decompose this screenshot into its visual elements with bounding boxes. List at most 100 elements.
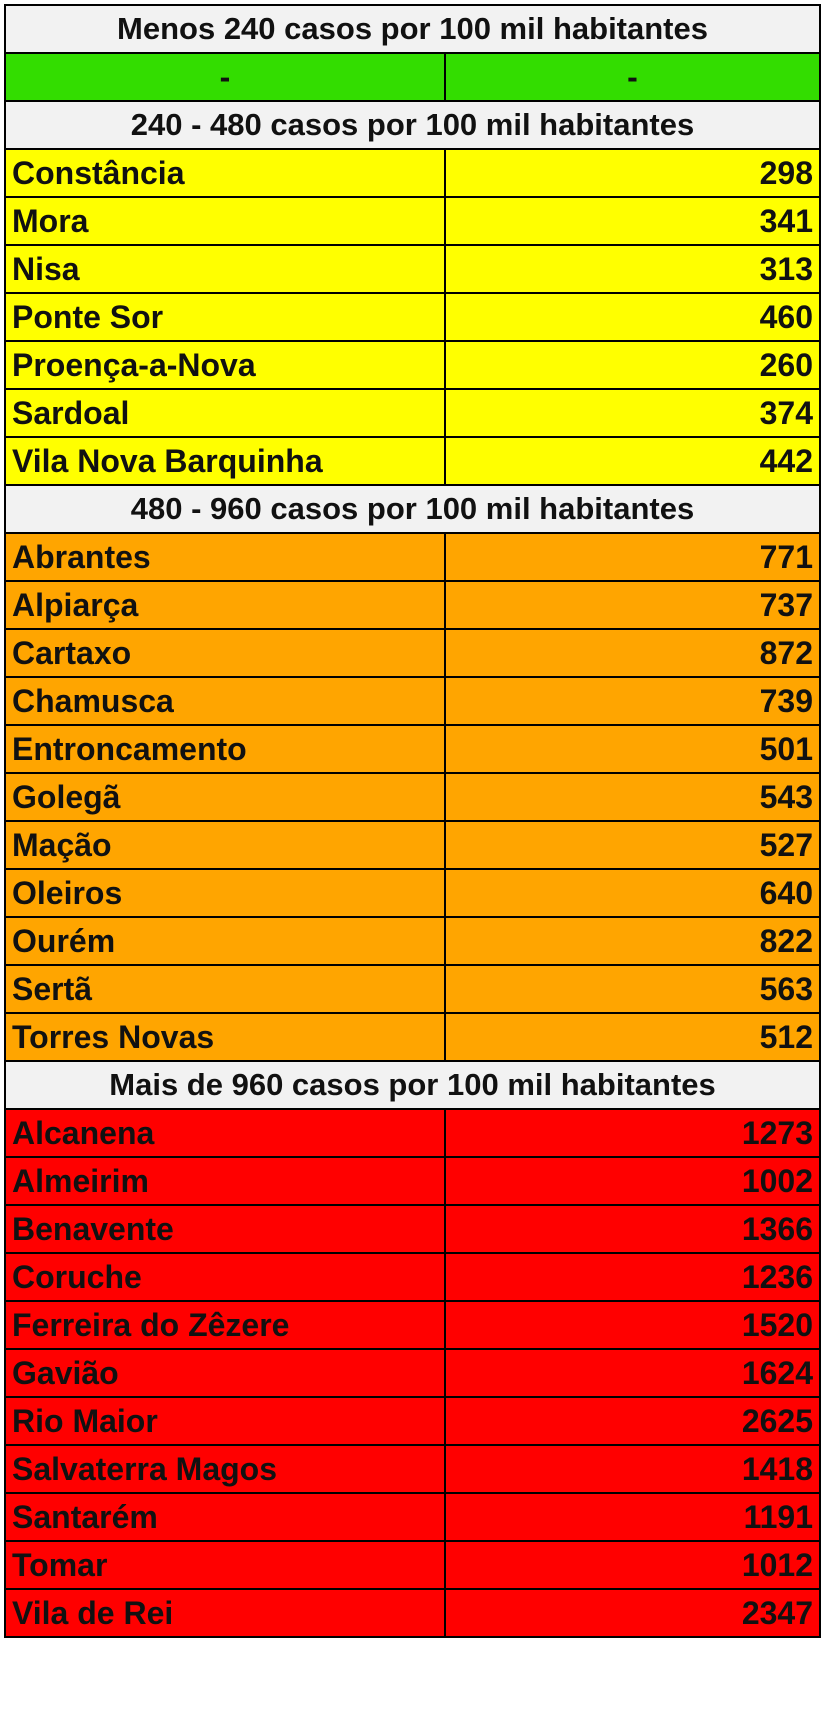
case-count: 1002 (443, 1156, 822, 1206)
table-row: Ponte Sor 460 (4, 292, 822, 342)
group-header-row: Mais de 960 casos por 100 mil habitantes (3, 1060, 822, 1110)
table-row: Cartaxo 872 (4, 628, 822, 678)
case-count: 737 (443, 580, 822, 630)
table-row: Gavião 1624 (4, 1348, 822, 1398)
table-row: Chamusca 739 (4, 676, 822, 726)
case-count: 822 (443, 916, 822, 966)
municipality-name: Sardoal (4, 388, 446, 438)
table-row: Alpiarça 737 (4, 580, 822, 630)
case-count: 442 (443, 436, 822, 486)
municipality-name: Alpiarça (4, 580, 446, 630)
municipality-name: Alcanena (4, 1108, 446, 1158)
case-count: 1236 (443, 1252, 822, 1302)
table-row: Entroncamento 501 (4, 724, 822, 774)
case-count: 460 (443, 292, 822, 342)
case-count: 512 (443, 1012, 822, 1062)
table-row: Constância 298 (4, 148, 822, 198)
case-count: - (443, 52, 822, 102)
table-row: Abrantes 771 (4, 532, 822, 582)
table-row: Santarém 1191 (4, 1492, 822, 1542)
table-row: Almeirim 1002 (4, 1156, 822, 1206)
municipality-name: Tomar (4, 1540, 446, 1590)
municipality-name: Torres Novas (4, 1012, 446, 1062)
municipality-name: - (4, 52, 446, 102)
municipality-name: Proença-a-Nova (4, 340, 446, 390)
case-count: 2625 (443, 1396, 822, 1446)
table-row: Sertã 563 (4, 964, 822, 1014)
group-header: Mais de 960 casos por 100 mil habitantes (3, 1060, 822, 1110)
municipality-name: Benavente (4, 1204, 446, 1254)
case-count: 1418 (443, 1444, 822, 1494)
table-row: Golegã 543 (4, 772, 822, 822)
municipality-name: Vila de Rei (4, 1588, 446, 1638)
case-count: 313 (443, 244, 822, 294)
municipality-name: Golegã (4, 772, 446, 822)
municipality-name: Sertã (4, 964, 446, 1014)
municipality-name: Constância (4, 148, 446, 198)
municipality-name: Almeirim (4, 1156, 446, 1206)
group-header-row: Menos 240 casos por 100 mil habitantes (3, 4, 822, 54)
municipality-name: Nisa (4, 244, 446, 294)
case-count: 739 (443, 676, 822, 726)
municipality-name: Rio Maior (4, 1396, 446, 1446)
case-count: 341 (443, 196, 822, 246)
group-header: 480 - 960 casos por 100 mil habitantes (3, 484, 822, 534)
case-count: 872 (443, 628, 822, 678)
case-count: 563 (443, 964, 822, 1014)
group-header: Menos 240 casos por 100 mil habitantes (3, 4, 822, 54)
table-row: Benavente 1366 (4, 1204, 822, 1254)
municipality-name: Salvaterra Magos (4, 1444, 446, 1494)
table-row: Vila de Rei 2347 (4, 1588, 822, 1638)
case-count: 260 (443, 340, 822, 390)
case-count: 771 (443, 532, 822, 582)
case-count: 1366 (443, 1204, 822, 1254)
table-row: Ourém 822 (4, 916, 822, 966)
case-count: 1191 (443, 1492, 822, 1542)
table-row: Torres Novas 512 (4, 1012, 822, 1062)
table-row: Nisa 313 (4, 244, 822, 294)
table-row: Sardoal 374 (4, 388, 822, 438)
table-row: Alcanena 1273 (4, 1108, 822, 1158)
case-count: 640 (443, 868, 822, 918)
municipality-name: Santarém (4, 1492, 446, 1542)
case-count: 1624 (443, 1348, 822, 1398)
case-count: 1520 (443, 1300, 822, 1350)
table-row: Oleiros 640 (4, 868, 822, 918)
municipality-name: Cartaxo (4, 628, 446, 678)
municipality-name: Ferreira do Zêzere (4, 1300, 446, 1350)
incidence-table-body: Menos 240 casos por 100 mil habitantes - -… (3, 4, 822, 1638)
municipality-name: Entroncamento (4, 724, 446, 774)
municipality-name: Coruche (4, 1252, 446, 1302)
table-row: Ferreira do Zêzere 1520 (4, 1300, 822, 1350)
case-count: 374 (443, 388, 822, 438)
group-header: 240 - 480 casos por 100 mil habitantes (3, 100, 822, 150)
municipality-name: Ponte Sor (4, 292, 446, 342)
table-row: Proença-a-Nova 260 (4, 340, 822, 390)
case-count: 527 (443, 820, 822, 870)
group-header-row: 240 - 480 casos por 100 mil habitantes (3, 100, 822, 150)
municipality-name: Vila Nova Barquinha (4, 436, 446, 486)
municipality-name: Mação (4, 820, 446, 870)
table-row: Salvaterra Magos 1418 (4, 1444, 822, 1494)
group-header-row: 480 - 960 casos por 100 mil habitantes (3, 484, 822, 534)
table-row: Vila Nova Barquinha 442 (4, 436, 822, 486)
table-row: Tomar 1012 (4, 1540, 822, 1590)
table-row: -- (4, 52, 822, 102)
municipality-name: Oleiros (4, 868, 446, 918)
case-count: 543 (443, 772, 822, 822)
case-count: 1012 (443, 1540, 822, 1590)
case-count: 1273 (443, 1108, 822, 1158)
case-count: 501 (443, 724, 822, 774)
municipality-name: Mora (4, 196, 446, 246)
municipality-name: Gavião (4, 1348, 446, 1398)
table-row: Coruche 1236 (4, 1252, 822, 1302)
incidence-table: Menos 240 casos por 100 mil habitantes - -… (3, 4, 822, 1638)
case-count: 298 (443, 148, 822, 198)
table-row: Mora 341 (4, 196, 822, 246)
municipality-name: Chamusca (4, 676, 446, 726)
municipality-name: Ourém (4, 916, 446, 966)
table-row: Rio Maior 2625 (4, 1396, 822, 1446)
case-count: 2347 (443, 1588, 822, 1638)
table-row: Mação 527 (4, 820, 822, 870)
municipality-name: Abrantes (4, 532, 446, 582)
